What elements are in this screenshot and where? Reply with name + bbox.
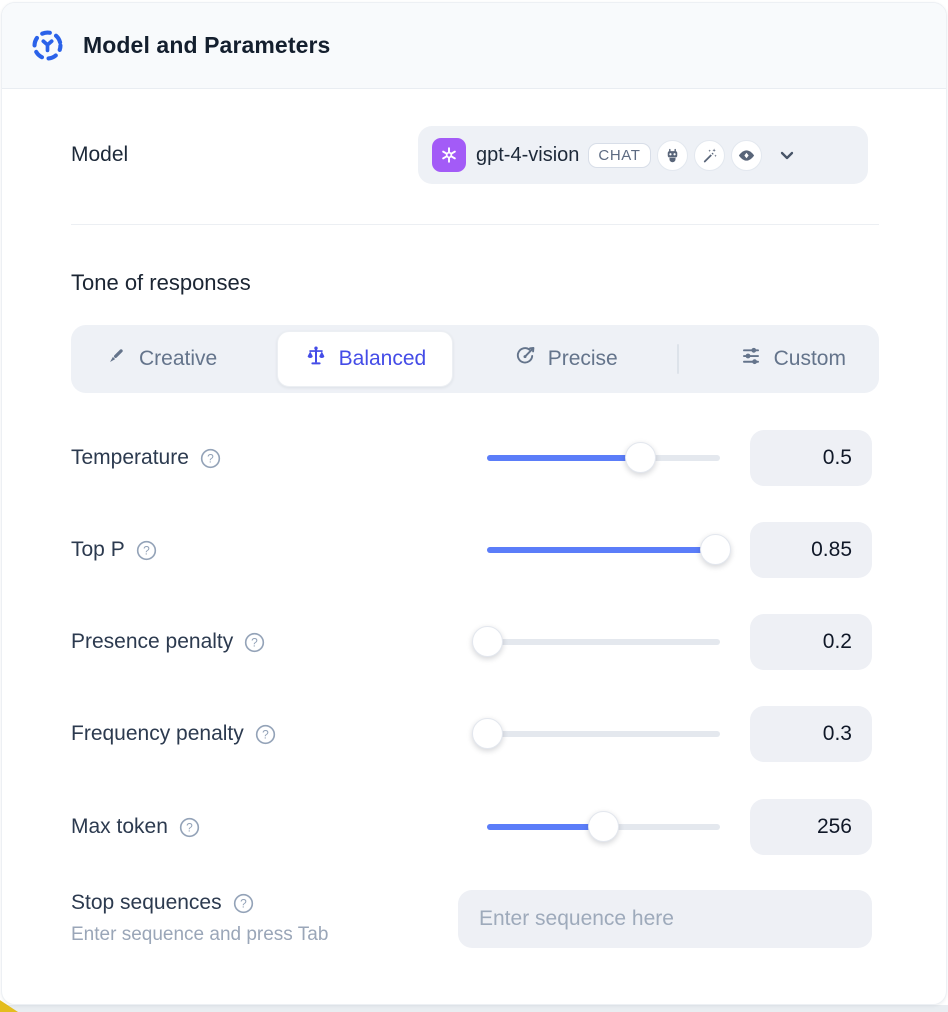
- param-label: Presence penalty: [71, 630, 234, 653]
- tab-divider: [677, 344, 680, 374]
- slider-thumb[interactable]: [471, 626, 503, 657]
- tone-tab-label: Balanced: [338, 347, 427, 370]
- parameter-row-temperature: Temperature ? 0.5: [71, 429, 879, 487]
- tone-tab-label: Creative: [139, 347, 218, 370]
- paintbrush-icon: [104, 344, 128, 374]
- param-value[interactable]: 0.2: [750, 614, 872, 670]
- tone-tab-balanced[interactable]: Balanced: [276, 331, 454, 387]
- svg-text:?: ?: [251, 635, 258, 649]
- question-circle-icon[interactable]: ?: [178, 816, 201, 839]
- model-label: Model: [71, 143, 129, 166]
- slider-thumb[interactable]: [588, 811, 619, 842]
- target-icon: [513, 344, 537, 374]
- openai-logo: [432, 138, 466, 172]
- param-value[interactable]: 0.85: [750, 522, 872, 578]
- parameter-row-presence-penalty: Presence penalty ? 0.2: [71, 613, 879, 671]
- tone-tab-creative[interactable]: Creative: [104, 332, 217, 386]
- slider-fill: [487, 824, 604, 830]
- chevron-down-icon: [775, 143, 799, 167]
- model-select-dropdown[interactable]: gpt-4-vision CHAT: [418, 126, 868, 184]
- parameter-row-max-token: Max token ? 256: [71, 798, 879, 856]
- param-slider[interactable]: [487, 811, 720, 842]
- balance-scale-icon: [304, 344, 328, 374]
- param-label: Top P: [71, 538, 125, 561]
- sliders-icon: [739, 344, 763, 374]
- param-label: Temperature: [71, 446, 189, 469]
- magic-wand-icon: [693, 139, 725, 171]
- stop-sequences-label: Stop sequences: [71, 891, 222, 914]
- tone-heading: Tone of responses: [71, 270, 251, 295]
- page-title: Model and Parameters: [83, 32, 331, 58]
- parameter-row-top-p: Top P ? 0.85: [71, 521, 879, 579]
- svg-text:?: ?: [186, 820, 193, 834]
- background-strip: [0, 1005, 948, 1012]
- param-value[interactable]: 0.5: [750, 430, 872, 486]
- slider-thumb[interactable]: [699, 534, 731, 565]
- stop-sequences-input-wrap: [458, 890, 872, 948]
- svg-text:?: ?: [143, 543, 150, 557]
- stop-sequences-hint: Enter sequence and press Tab: [71, 924, 329, 945]
- param-label: Frequency penalty: [71, 722, 244, 745]
- tone-tab-label: Precise: [547, 347, 618, 370]
- stop-sequences-input[interactable]: [458, 907, 872, 931]
- question-circle-icon[interactable]: ?: [232, 892, 255, 915]
- param-slider[interactable]: [487, 442, 720, 473]
- selected-model-name: gpt-4-vision: [476, 143, 580, 166]
- question-circle-icon[interactable]: ?: [135, 539, 158, 562]
- tone-tab-label: Custom: [773, 347, 846, 370]
- svg-text:?: ?: [262, 727, 269, 741]
- question-circle-icon[interactable]: ?: [243, 631, 266, 654]
- param-value[interactable]: 0.3: [750, 706, 872, 762]
- panel-header: Model and Parameters: [2, 3, 946, 89]
- slider-fill: [487, 455, 641, 461]
- param-slider[interactable]: [471, 718, 720, 749]
- model-type-badge: CHAT: [588, 142, 651, 168]
- stop-sequences-row: Stop sequences ? Enter sequence and pres…: [71, 885, 879, 955]
- tone-tab-custom[interactable]: Custom: [739, 332, 846, 386]
- slider-thumb[interactable]: [625, 442, 657, 473]
- tone-tab-precise[interactable]: Precise: [513, 332, 618, 386]
- model-hub-icon: [29, 27, 66, 64]
- param-label: Max token: [71, 815, 168, 838]
- question-circle-icon[interactable]: ?: [254, 723, 277, 746]
- question-circle-icon[interactable]: ?: [199, 447, 222, 470]
- svg-text:?: ?: [207, 451, 214, 465]
- slider-thumb[interactable]: [471, 718, 503, 749]
- robot-icon: [656, 139, 688, 171]
- param-slider[interactable]: [471, 626, 720, 657]
- param-value[interactable]: 256: [750, 799, 872, 855]
- svg-text:?: ?: [240, 896, 247, 910]
- parameter-row-frequency-penalty: Frequency penalty ? 0.3: [71, 705, 879, 763]
- section-divider: [71, 224, 879, 225]
- tone-tabbar: Creative Balanced Precise Custom: [71, 325, 879, 393]
- eye-icon: [730, 139, 762, 171]
- slider-fill: [487, 547, 716, 553]
- param-slider[interactable]: [487, 534, 731, 565]
